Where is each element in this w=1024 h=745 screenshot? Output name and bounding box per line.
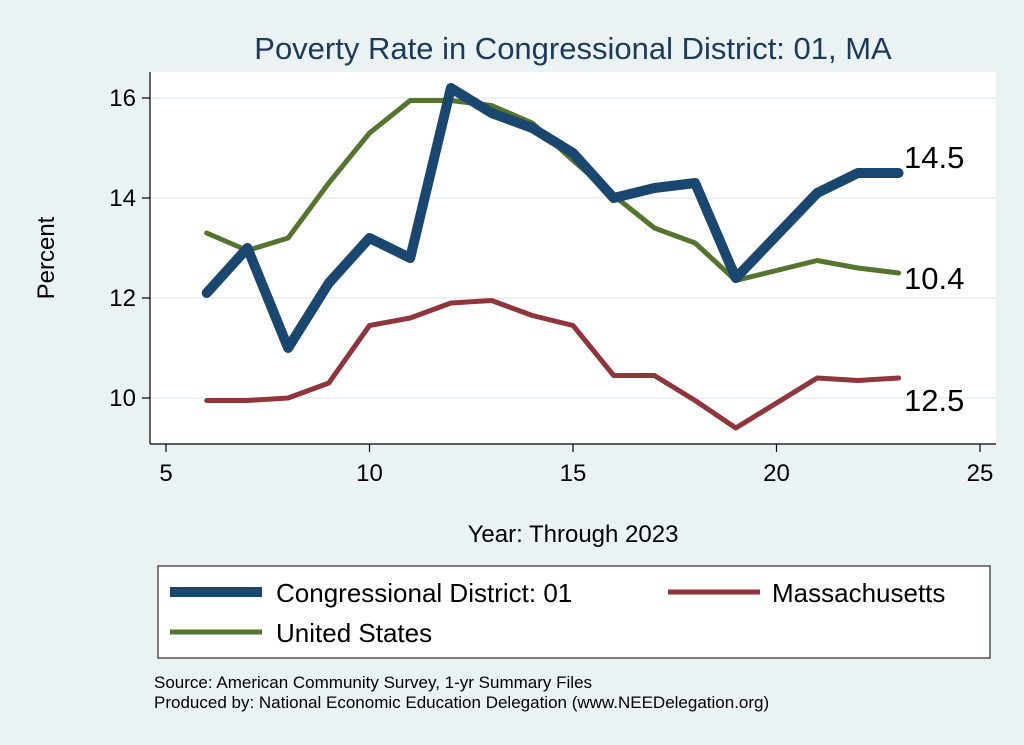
- end-labels: 14.5 10.4 12.5: [904, 140, 964, 418]
- series-lines: [201, 83, 904, 431]
- gridlines: [150, 97, 996, 399]
- plot-area: [150, 72, 996, 444]
- series-line-massachusetts: [204, 298, 902, 431]
- x-ticks: 5 10 15 20 25: [159, 444, 993, 487]
- y-tick-label-14: 14: [109, 185, 136, 212]
- chart-title: Poverty Rate in Congressional District: …: [254, 31, 892, 66]
- end-label-congressional-district-01: 14.5: [904, 140, 964, 175]
- legend-label-massachusetts: Massachusetts: [772, 578, 945, 608]
- end-label-united-states: 12.5: [904, 383, 964, 418]
- y-tick-label-16: 16: [109, 85, 136, 112]
- legend-label-united-states: United States: [276, 618, 432, 648]
- end-label-massachusetts: 10.4: [904, 261, 964, 296]
- series-line-congressional-district-01: [201, 83, 904, 353]
- x-tick-label-10: 10: [356, 460, 383, 487]
- y-tick-label-12: 12: [109, 285, 136, 312]
- legend-box: [157, 565, 991, 659]
- x-tick-label-25: 25: [967, 460, 994, 487]
- y-ticks: 10 12 14 16: [109, 85, 150, 412]
- legend: Congressional District: 01 Massachusetts…: [157, 565, 991, 659]
- source-note: Source: American Community Survey, 1-yr …: [154, 673, 592, 692]
- y-axis-title: Percent: [33, 216, 60, 299]
- x-tick-label-5: 5: [159, 460, 172, 487]
- legend-label-district: Congressional District: 01: [276, 578, 572, 608]
- x-axis-title: Year: Through 2023: [468, 521, 679, 548]
- x-tick-label-20: 20: [763, 460, 790, 487]
- y-tick-label-10: 10: [109, 385, 136, 412]
- x-tick-label-15: 15: [560, 460, 587, 487]
- producer-note: Produced by: National Economic Education…: [154, 693, 769, 712]
